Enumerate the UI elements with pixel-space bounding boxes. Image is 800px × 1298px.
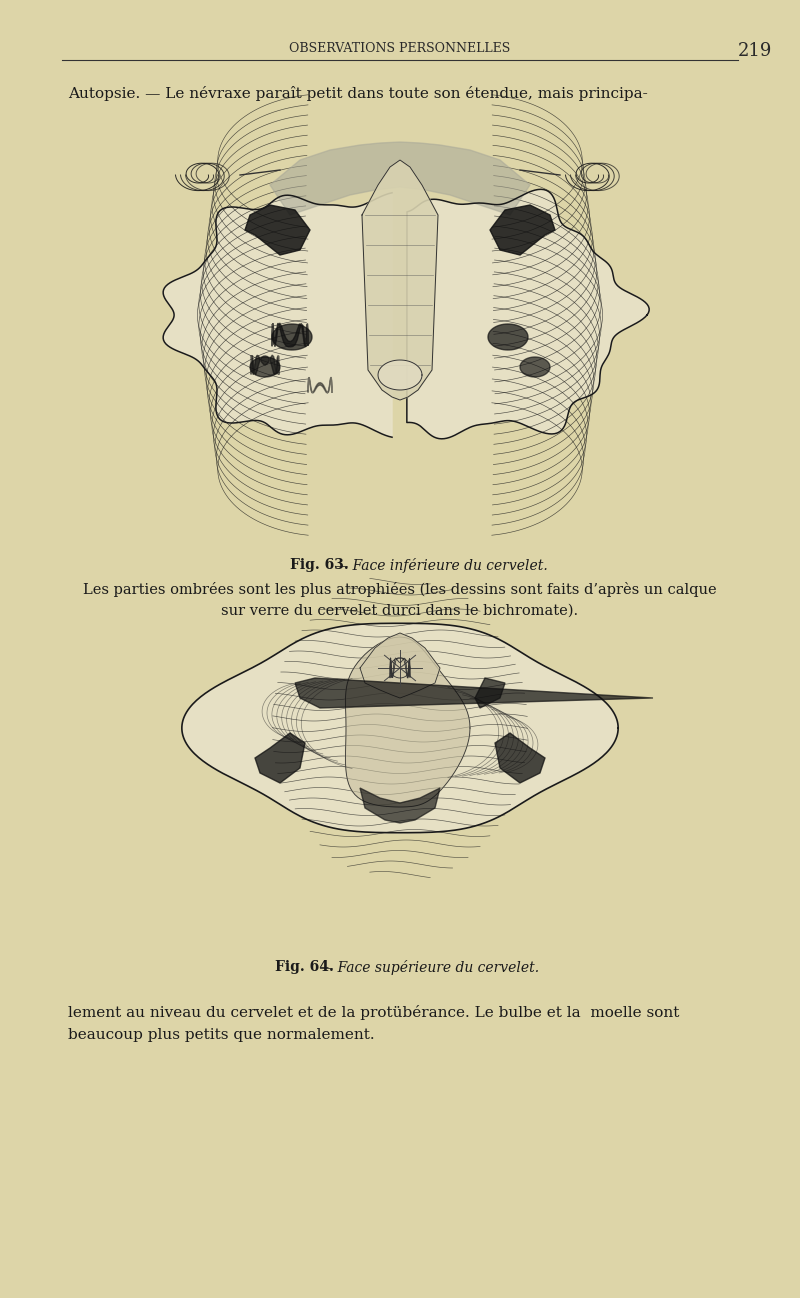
Text: sur verre du cervelet durci dans le bichromate).: sur verre du cervelet durci dans le bich… [222, 604, 578, 618]
Text: beaucoup plus petits que normalement.: beaucoup plus petits que normalement. [68, 1028, 374, 1042]
Polygon shape [250, 357, 280, 376]
Polygon shape [490, 205, 555, 254]
Polygon shape [295, 678, 653, 707]
Text: Les parties ombrées sont les plus atrophiées (les dessins sont faits d’après un : Les parties ombrées sont les plus atroph… [83, 582, 717, 597]
Polygon shape [407, 190, 649, 439]
Polygon shape [272, 324, 312, 350]
Polygon shape [255, 733, 305, 783]
Polygon shape [272, 323, 308, 347]
Text: 219: 219 [738, 42, 772, 60]
Polygon shape [360, 633, 440, 698]
Text: — Face inférieure du cervelet.: — Face inférieure du cervelet. [330, 558, 548, 572]
Polygon shape [360, 788, 440, 823]
Polygon shape [488, 324, 528, 350]
Polygon shape [251, 356, 279, 375]
Text: OBSERVATIONS PERSONNELLES: OBSERVATIONS PERSONNELLES [290, 42, 510, 55]
Polygon shape [520, 357, 550, 376]
Polygon shape [362, 160, 438, 400]
Polygon shape [495, 733, 545, 783]
Text: Fig. 64.: Fig. 64. [275, 961, 334, 974]
Polygon shape [378, 360, 422, 389]
Polygon shape [475, 678, 505, 707]
Polygon shape [308, 376, 332, 393]
Polygon shape [346, 637, 470, 807]
Polygon shape [245, 205, 310, 254]
Polygon shape [270, 141, 530, 215]
Text: — Face supérieure du cervelet.: — Face supérieure du cervelet. [315, 961, 539, 975]
Text: lement au niveau du cervelet et de la protübérance. Le bulbe et la  moelle sont: lement au niveau du cervelet et de la pr… [68, 1005, 679, 1020]
Text: Fig. 63.: Fig. 63. [290, 558, 349, 572]
Text: Autopsie. — Le névraxe paraît petit dans toute son étendue, mais principa-: Autopsie. — Le névraxe paraît petit dans… [68, 86, 648, 101]
Polygon shape [182, 623, 618, 833]
Polygon shape [163, 193, 392, 437]
